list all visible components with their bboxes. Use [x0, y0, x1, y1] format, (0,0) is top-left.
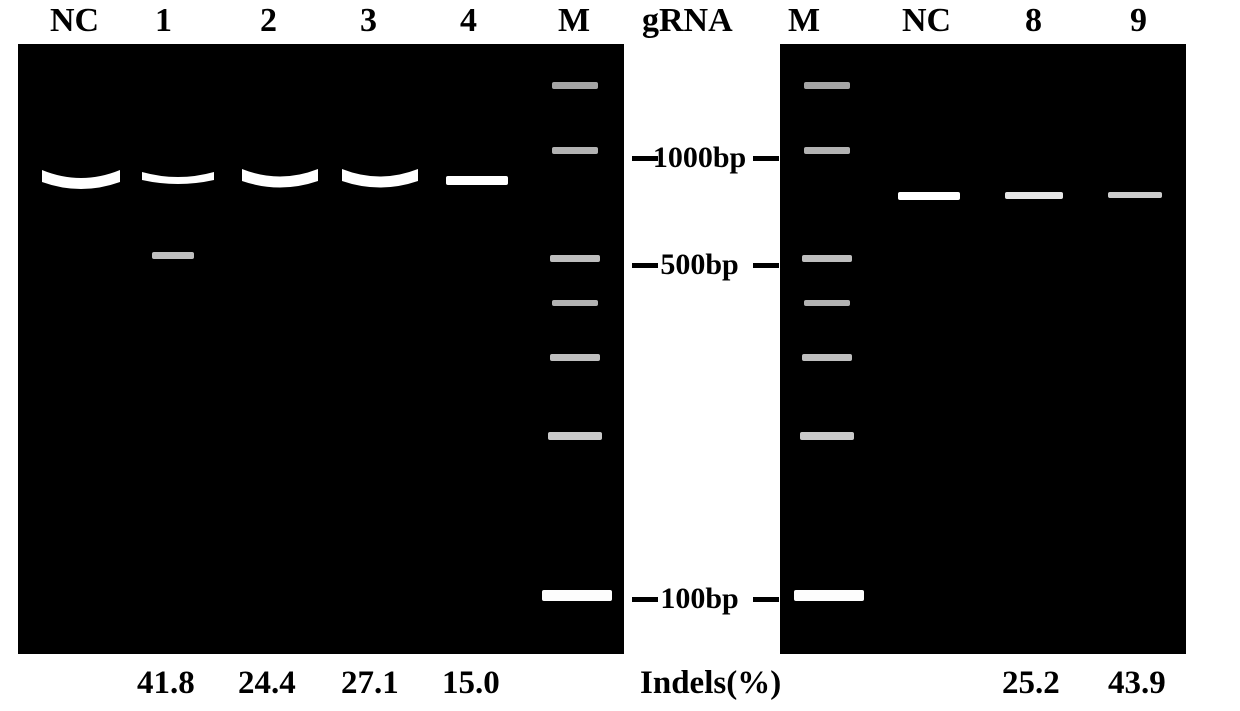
lane-label-9: 9 [1130, 2, 1147, 40]
ladder-r-b4 [804, 300, 850, 306]
ladder-r-b2 [804, 147, 850, 154]
gel-right [780, 44, 1186, 654]
gel-figure: NC 1 2 3 4 M gRNA M NC 8 9 1000bp 500bp … [0, 0, 1240, 711]
ladder-l-b2 [552, 147, 598, 154]
ladder-r-b7 [794, 590, 864, 601]
band-3 [342, 164, 418, 192]
band-nc-right [898, 192, 960, 200]
marker-500-dash-r [753, 263, 779, 268]
band-1-minor [152, 252, 194, 259]
lane-label-4: 4 [460, 2, 477, 40]
marker-500bp: 500bp [642, 248, 757, 282]
lane-label-8: 8 [1025, 2, 1042, 40]
band-2 [242, 164, 318, 192]
lane-label-m-right: M [788, 2, 820, 40]
lane-label-2: 2 [260, 2, 277, 40]
indel-1: 41.8 [137, 665, 195, 702]
lane-label-nc-left: NC [50, 2, 99, 40]
marker-100-dash-r [753, 597, 779, 602]
band-8 [1005, 192, 1063, 199]
lane-label-nc-right: NC [902, 2, 951, 40]
indel-9: 43.9 [1108, 665, 1166, 702]
indel-3: 27.1 [341, 665, 399, 702]
ladder-l-b4 [552, 300, 598, 306]
ladder-l-b7 [542, 590, 612, 601]
ladder-l-b6 [548, 432, 602, 440]
indels-title: Indels(%) [640, 665, 781, 702]
ladder-r-b5 [802, 354, 852, 361]
band-1 [142, 168, 214, 190]
lane-label-m-left: M [558, 2, 590, 40]
band-nc-left [42, 164, 120, 194]
indel-2: 24.4 [238, 665, 296, 702]
marker-100bp: 100bp [642, 582, 757, 616]
center-title-grna: gRNA [642, 2, 733, 40]
marker-1000-dash-r [753, 156, 779, 161]
band-4 [446, 176, 508, 185]
band-9 [1108, 192, 1162, 198]
marker-1000bp: 1000bp [642, 141, 757, 175]
ladder-r-b1 [804, 82, 850, 89]
ladder-l-b3 [550, 255, 600, 262]
lane-label-3: 3 [360, 2, 377, 40]
ladder-r-b3 [802, 255, 852, 262]
ladder-r-b6 [800, 432, 854, 440]
indel-4: 15.0 [442, 665, 500, 702]
ladder-l-b5 [550, 354, 600, 361]
gel-left [18, 44, 624, 654]
indel-8: 25.2 [1002, 665, 1060, 702]
ladder-l-b1 [552, 82, 598, 89]
lane-label-1: 1 [155, 2, 172, 40]
